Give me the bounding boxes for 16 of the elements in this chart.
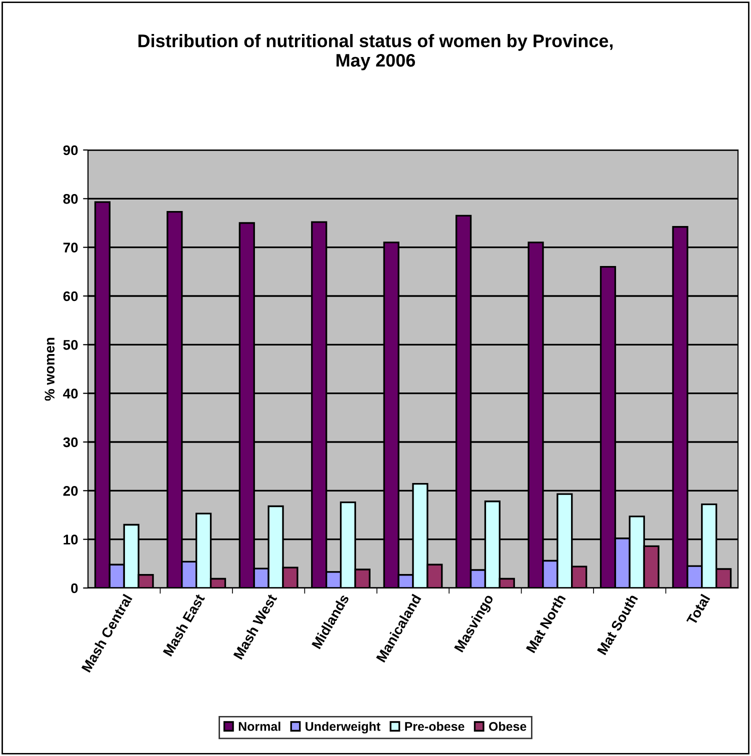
legend-label: Normal [238,722,280,731]
y-tick-label: 30 [63,437,78,448]
legend-label: Obese [489,722,526,731]
y-tick-label: 40 [63,388,78,399]
y-tick-label: 10 [64,534,78,545]
y-tick-label: 90 [63,145,78,156]
y-axis-title: % women [44,338,55,401]
y-tick-label: 50 [63,340,78,350]
chart-title: Distribution of nutritional status of women by Province, May 2006 [138,34,613,70]
legend-label: Pre-obese [405,722,464,731]
y-tick-label: 20 [63,486,78,496]
y-tick-label: 60 [63,291,78,302]
y-tick-label: 0 [71,583,78,594]
y-tick-label: 80 [63,194,78,204]
y-tick-label: 70 [63,242,78,253]
legend-label: Underweight [306,722,380,734]
